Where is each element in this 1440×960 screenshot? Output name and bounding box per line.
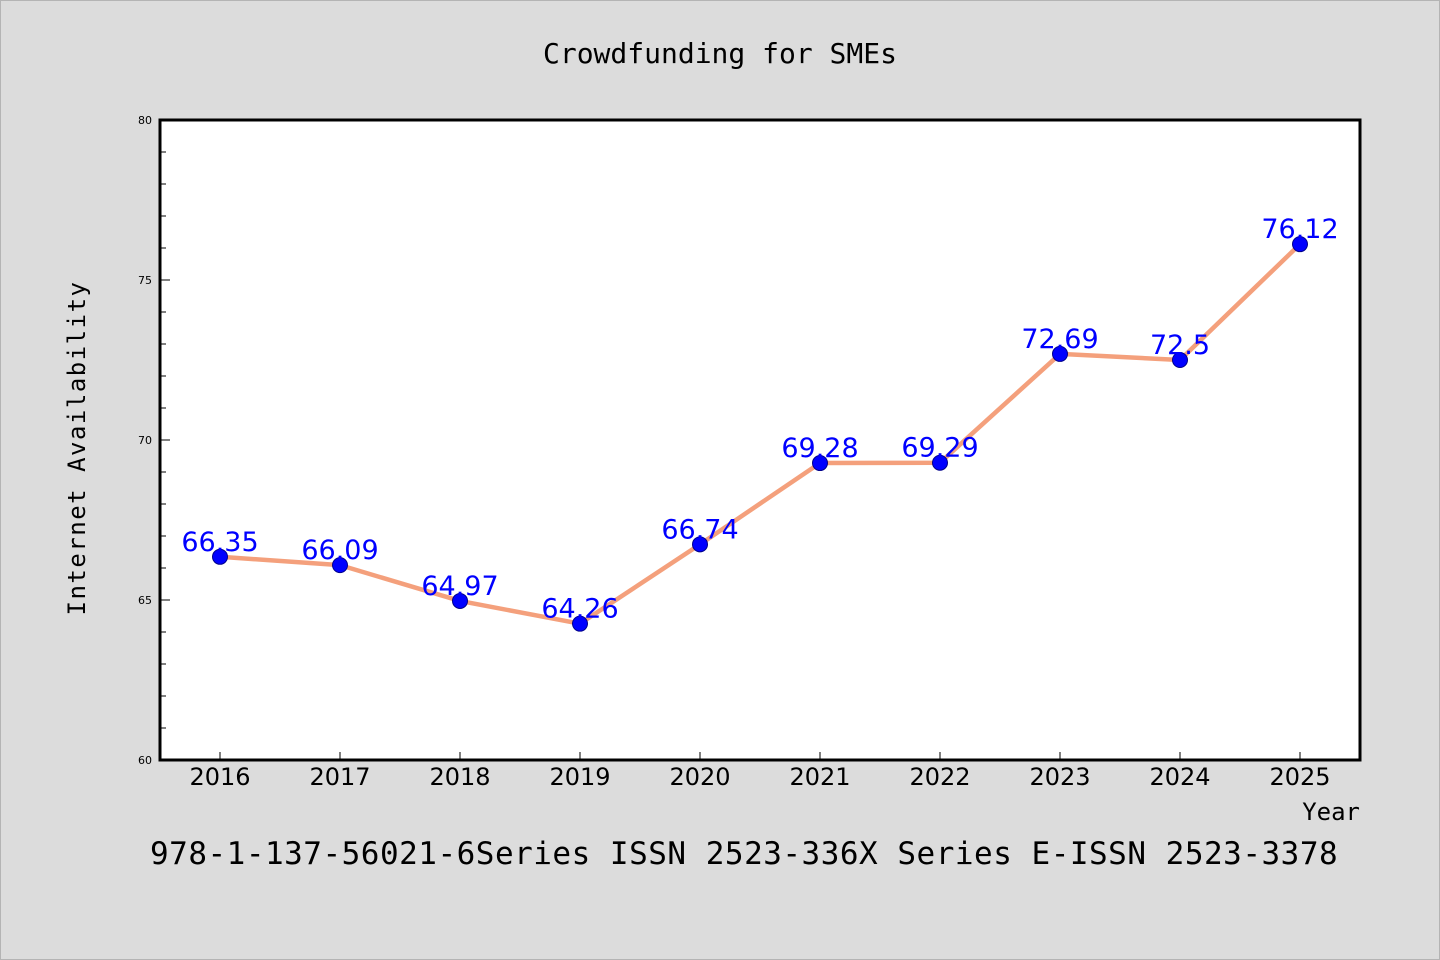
x-tick-label: 2016 (189, 763, 250, 791)
y-tick-label: 70 (138, 434, 152, 447)
x-tick-label: 2021 (789, 763, 850, 791)
y-tick-label: 75 (138, 274, 152, 287)
x-tick-label: 2018 (429, 763, 490, 791)
x-tick-label: 2025 (1269, 763, 1330, 791)
data-point (332, 557, 348, 574)
series-group: 66.35 66.09 64.97 64.26 66.74 69.28 69.29 72.69… (181, 214, 1339, 632)
footer-text: 978-1-137-56021-6Series ISSN 2523-336X S… (150, 836, 1338, 872)
x-tick-label: 2019 (549, 763, 610, 791)
data-label: 66.74 (661, 514, 738, 545)
data-point (1172, 352, 1188, 368)
data-point (572, 615, 588, 632)
data-label: 64.97 (421, 571, 498, 602)
data-label: 72.5 (1150, 330, 1210, 361)
data-label: 69.29 (901, 433, 978, 464)
series-line (217, 241, 1303, 626)
data-label: 76.12 (1261, 214, 1338, 245)
chart-title: Crowdfunding for SMEs (543, 37, 897, 70)
data-point (812, 455, 828, 472)
y-axis: 60 65 70 75 80 (138, 114, 170, 767)
x-tick-label: 2017 (309, 763, 370, 791)
y-tick-label: 60 (138, 754, 152, 767)
data-point (692, 536, 708, 553)
data-label: 64.26 (541, 594, 618, 625)
x-tick-label: 2024 (1149, 763, 1210, 791)
data-label: 66.35 (181, 527, 258, 558)
x-axis: 2016 2017 2018 2019 2020 2021 2022 2023 2024 2025 (189, 752, 1331, 791)
data-label: 66.09 (301, 535, 378, 566)
data-point (212, 548, 228, 565)
plot-area (158, 118, 1362, 762)
x-tick-label: 2023 (1029, 763, 1090, 791)
data-label: 69.28 (781, 433, 858, 464)
data-point (1292, 236, 1308, 253)
data-point (452, 592, 468, 609)
data-label: 72.69 (1021, 324, 1098, 355)
y-tick-label: 80 (138, 114, 152, 127)
data-point (1052, 345, 1068, 362)
x-axis-label: Year (1302, 798, 1360, 826)
data-point (932, 454, 948, 471)
y-tick-label: 65 (138, 594, 152, 607)
x-tick-label: 2020 (669, 763, 730, 791)
x-tick-label: 2022 (909, 763, 970, 791)
y-axis-label: Internet Availability (63, 281, 91, 616)
